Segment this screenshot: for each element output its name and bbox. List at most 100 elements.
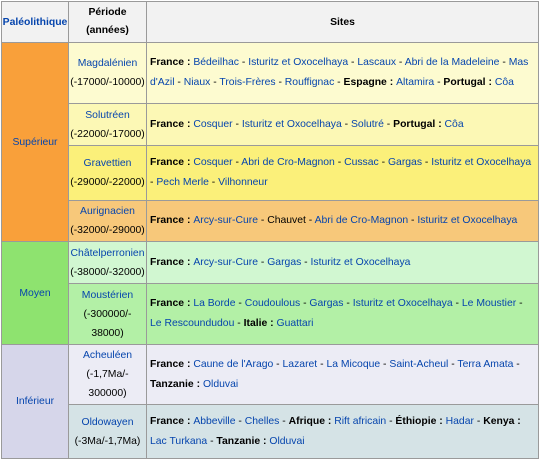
country-label: Tanzanie <box>216 435 261 447</box>
site-link[interactable]: Altamira <box>396 77 435 88</box>
site-link[interactable]: Abri de Cro-Magnon <box>314 215 409 226</box>
period-cell-solutreen: Solutréen (-22000/-17000) <box>68 103 147 146</box>
period-link-oldowayen[interactable]: Oldowayen <box>81 416 134 428</box>
site-link[interactable]: Lascaux <box>357 57 397 68</box>
table-row: Oldowayen (-3Ma/-1,7Ma) France : Abbeville… <box>2 404 539 459</box>
period-link-chatelperronien[interactable]: Châtelperronien <box>70 247 145 259</box>
group-cell-inferieur: Inférieur <box>1 344 69 459</box>
period-cell-aurignacien: Aurignacien (-32000/-29000) <box>68 200 147 242</box>
country-label: Tanzanie <box>150 378 194 390</box>
site-link[interactable]: Cosquer <box>193 118 233 130</box>
country-colon: : <box>514 415 521 427</box>
country-colon: : <box>184 358 194 370</box>
site-link[interactable]: Caune de l'Arago <box>193 358 274 370</box>
table-row: Supérieur Magdalénien (-17000/-10000) Franc… <box>1 42 539 242</box>
country-label: France <box>150 415 185 427</box>
country-colon: : <box>184 298 194 309</box>
site-link[interactable]: Saint-Acheul <box>389 358 449 370</box>
site-link[interactable]: Isturitz et Oxocelhaya <box>241 118 342 130</box>
group-cell-superieur: Supérieur <box>1 42 69 242</box>
table-row: Moustérien (-300000/- 38000) France : La Bo… <box>2 283 539 345</box>
site-link[interactable]: Chelles <box>244 415 280 427</box>
site-link[interactable]: Mas d'Azil <box>150 57 529 88</box>
country-colon: : <box>193 378 203 390</box>
site-link[interactable]: Rouffignac <box>284 77 335 88</box>
group-cell-moyen: Moyen <box>1 241 69 345</box>
period-link-aurignacien[interactable]: Aurignacien <box>80 206 135 217</box>
site-link[interactable]: Lac Turkana <box>150 435 208 447</box>
period-dates: (-3Ma/-1,7Ma) <box>74 435 141 447</box>
site-link[interactable]: Le Moustier <box>461 298 517 309</box>
site-link[interactable]: La Micoque <box>326 358 381 370</box>
period-dates: 300000) <box>88 388 127 399</box>
site-link[interactable]: Abbeville <box>193 415 236 427</box>
site-link[interactable]: Abri de Cro-Magnon <box>241 157 335 168</box>
sites-cell-acheuleen: France : Caune de l'Arago - Lazaret - La… <box>146 344 539 405</box>
period-link-acheuleen[interactable]: Acheuléen <box>82 350 133 361</box>
country-colon: : <box>184 256 194 268</box>
sites-cell-chatelperronien: France : Arcy-sur-Cure - Gargas - Isturi… <box>146 241 539 284</box>
period-link-gravettien[interactable]: Gravettien <box>83 158 132 169</box>
period-dates: (-22000/-17000) <box>70 128 145 140</box>
site-link[interactable]: Guattari <box>276 318 314 329</box>
site-link[interactable]: La Borde <box>193 298 236 309</box>
country-label: Espagne <box>343 77 387 88</box>
site-link[interactable]: Arcy-sur-Cure <box>193 215 258 226</box>
site-link[interactable]: Lazaret <box>282 358 318 370</box>
site-link[interactable]: Côa <box>444 118 464 130</box>
country-label: France <box>150 256 185 268</box>
period-cell-acheuleen: Acheuléen (-1,7Ma/- 300000) <box>68 344 147 405</box>
site-link[interactable]: Olduvai <box>269 435 305 447</box>
period-link-magdalenien[interactable]: Magdalénien <box>77 58 138 69</box>
site-link[interactable]: Hadar <box>445 415 474 427</box>
site-link[interactable]: Trois-Frères <box>219 77 276 88</box>
group-link-inferieur[interactable]: Inférieur <box>15 396 55 407</box>
site-link[interactable]: Olduvai <box>202 378 239 390</box>
header-periode: Période (années) <box>68 1 147 43</box>
group-link-superieur[interactable]: Supérieur <box>12 136 58 148</box>
sites-cell-oldowayen: France : Abbeville - Chelles - Afrique :… <box>146 404 539 459</box>
site-link[interactable]: Isturitz et Oxocelhaya <box>352 298 453 309</box>
sites-cell-gravettien: France : Cosquer - Abri de Cro-Magnon - … <box>146 145 539 201</box>
site-link[interactable]: Pech Merle <box>156 177 209 188</box>
site-link[interactable]: Le Rescoundudou <box>150 318 235 329</box>
period-dates: (-1,7Ma/- <box>86 369 129 380</box>
site-link[interactable]: Gargas <box>267 256 302 268</box>
period-link-mousterien[interactable]: Moustérien <box>81 289 134 301</box>
header-paleolithique[interactable]: Paléolithique <box>1 1 69 43</box>
site-link[interactable]: Vilhonneur <box>218 177 268 188</box>
site-link[interactable]: Isturitz et Oxocelhaya <box>248 57 349 68</box>
site-link[interactable]: Rift africain <box>334 415 387 427</box>
site-link[interactable]: Niaux <box>183 77 211 88</box>
site-link[interactable]: Côa <box>494 77 514 88</box>
period-cell-chatelperronien: Châtelperronien (-38000/-32000) <box>68 241 147 284</box>
site-link[interactable]: Abri de la Madeleine <box>404 57 500 68</box>
site-link[interactable]: Arcy-sur-Cure <box>193 256 258 268</box>
site-link[interactable]: Cussac <box>344 157 379 168</box>
site-link[interactable]: Isturitz et Oxocelhaya <box>310 256 411 268</box>
site-link[interactable]: Gargas <box>387 157 423 168</box>
table-row: Solutréen (-22000/-17000) France : Cosquer… <box>2 103 539 146</box>
site-link[interactable]: Bédeilhac <box>193 57 239 68</box>
site-link[interactable]: Coudoulous <box>244 298 301 309</box>
site-link[interactable]: Isturitz et Oxocelhaya <box>417 215 518 226</box>
country-colon: : <box>386 77 397 88</box>
site-link[interactable]: Isturitz et Oxocelhaya <box>431 157 532 168</box>
period-dates: (-32000/-29000) <box>70 225 145 236</box>
site-link[interactable]: Terra Amata <box>457 358 514 370</box>
country-colon: : <box>485 77 495 88</box>
period-dates: (-38000/-32000) <box>70 266 145 278</box>
site-link[interactable]: Solutré <box>350 118 384 130</box>
country-label: Portugal <box>443 77 486 88</box>
country-label: Kenya <box>483 415 515 427</box>
table-row: Moyen Châtelperronien (-38000/-32000) Franc… <box>1 241 539 345</box>
site-link[interactable]: Cosquer <box>193 157 233 168</box>
country-label: France <box>150 118 185 130</box>
period-link-solutreen[interactable]: Solutréen <box>85 109 130 121</box>
country-label: France <box>150 157 185 168</box>
site-link[interactable]: Gargas <box>309 298 344 309</box>
group-link-moyen[interactable]: Moyen <box>19 287 51 299</box>
sites-cell-magdalenien: France : Bédeilhac - Isturitz et Oxocelh… <box>146 42 539 104</box>
period-dates: 38000) <box>91 327 124 339</box>
